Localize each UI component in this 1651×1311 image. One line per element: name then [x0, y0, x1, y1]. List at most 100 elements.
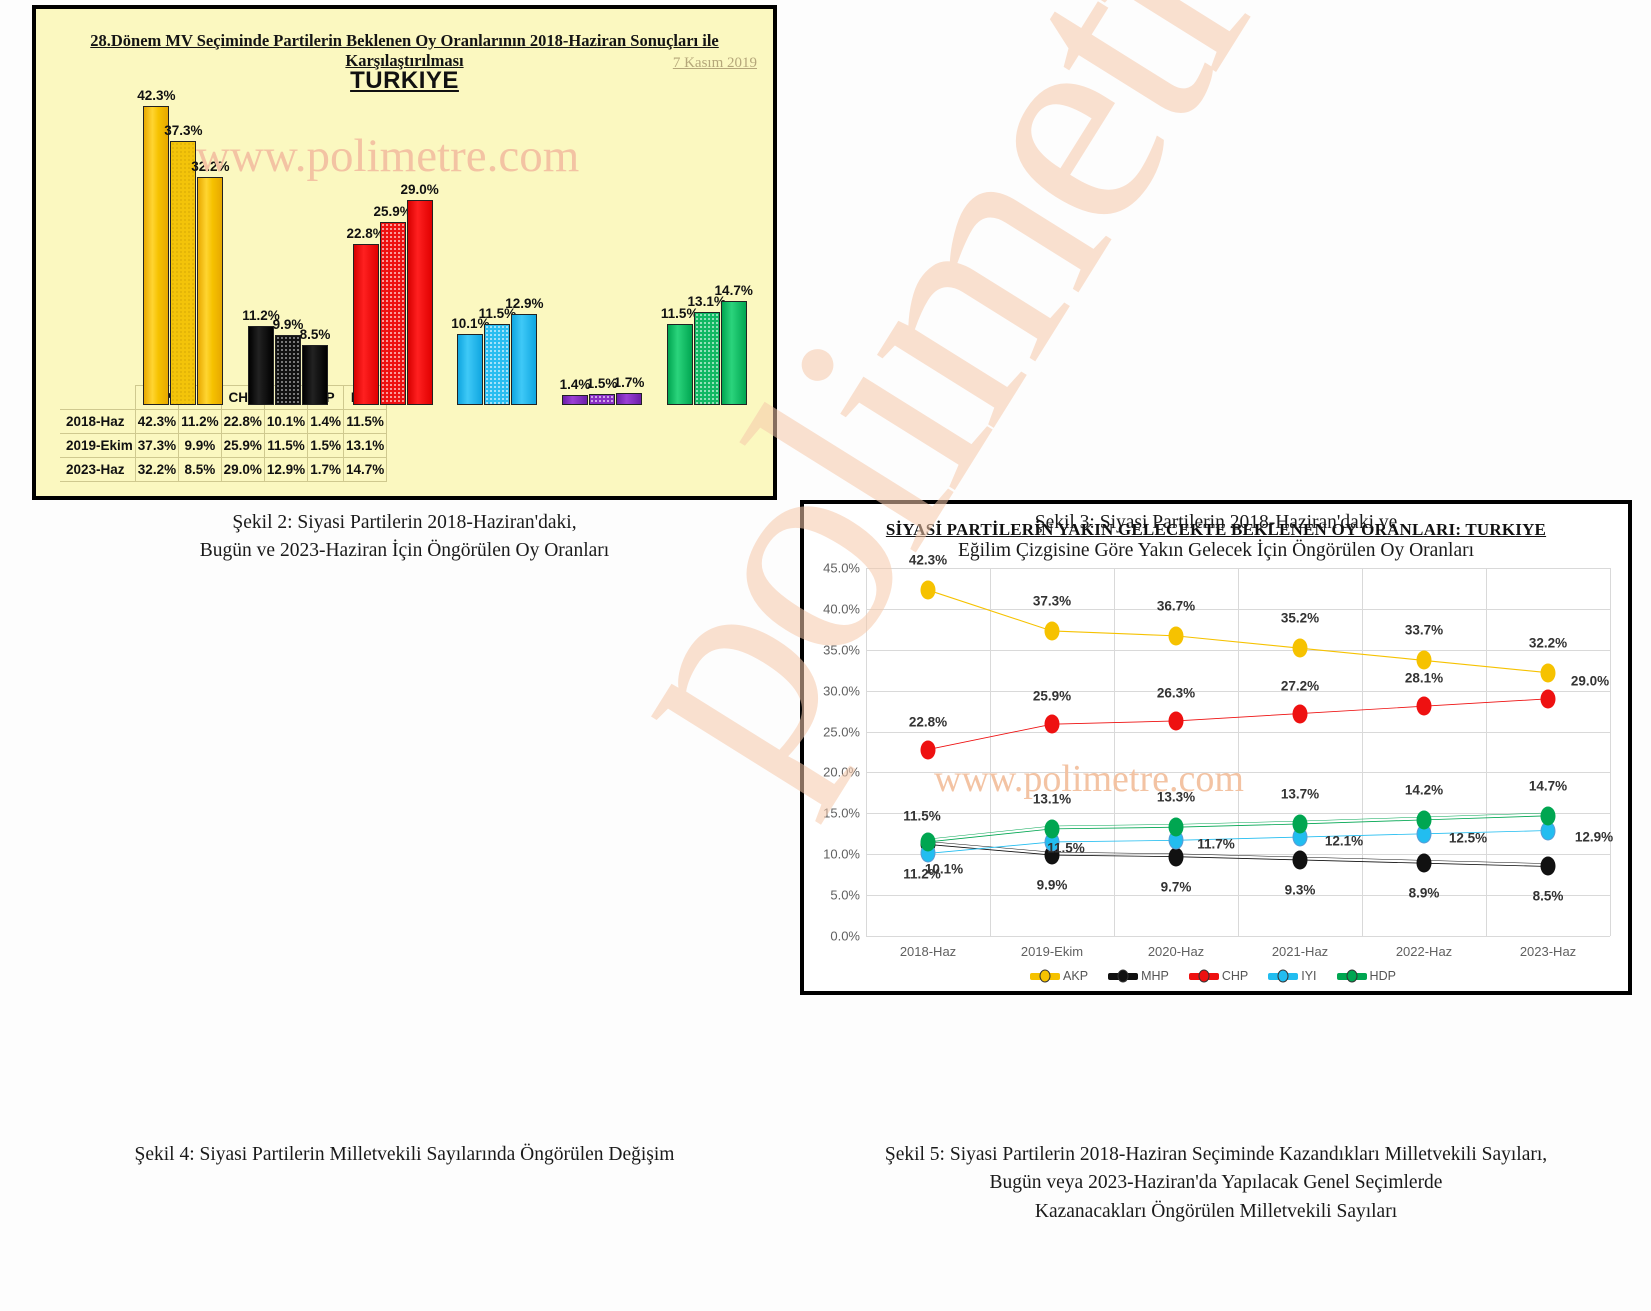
figure-3-line-svg: [866, 568, 1610, 936]
figure-3-data-point-hdp: [1416, 810, 1432, 830]
figure-3-legend-swatch: [1268, 972, 1299, 980]
figure-3-y-tick-label: 45.0%: [823, 560, 860, 576]
figure-2-bar-group-akp: 42.3% 37.3% 32.2%: [131, 87, 236, 405]
figure-3-point-label-chp: 25.9%: [1032, 688, 1072, 704]
figure-3-point-label-chp: 27.2%: [1280, 678, 1320, 694]
figure-3-caption-line1: Şekil 3: Siyasi Partilerin 2018-Haziran'…: [1034, 512, 1398, 533]
figure-3-y-tick-label: 20.0%: [823, 764, 860, 780]
figure-3-point-label-chp: 28.1%: [1404, 670, 1444, 686]
figure-3-vertical-gridline: [1114, 568, 1115, 936]
figure-3-x-tick-label: 2018-Haz: [899, 944, 957, 959]
figure-3-legend-swatch: [1188, 972, 1219, 980]
figure-2-bar-body: [562, 395, 589, 405]
figure-2-bar-body: [484, 323, 511, 405]
figure-2-caption-line2: Bugün ve 2023-Haziran İçin Öngörülen Oy …: [199, 540, 610, 562]
figure-2-bar-body: [457, 333, 484, 405]
figure-3-data-point-hdp: [920, 832, 936, 852]
figure-3-gridline: [866, 936, 1610, 937]
figure-3-point-label-hdp: 13.1%: [1032, 791, 1072, 807]
figure-3-point-label-iyi: 11.5%: [1047, 840, 1085, 856]
figure-2-caption: Şekil 2: Siyasi Partilerin 2018-Haziran'…: [32, 509, 777, 566]
figure-2-bar: 11.5%: [661, 306, 698, 405]
figure-2-bar: 25.9%: [374, 204, 412, 405]
figure-3-legend-swatch: [1030, 972, 1061, 980]
figure-2-table-cell: 8.5%: [178, 457, 222, 482]
figure-3-vertical-gridline: [1362, 568, 1363, 936]
figure-3-point-label-hdp: 11.5%: [903, 808, 941, 824]
figure-2-bar: 29.0%: [401, 182, 439, 405]
figure-2-bar: 1.5%: [587, 376, 617, 405]
figure-3-point-label-hdp: 13.7%: [1280, 786, 1320, 802]
figure-2-bar-label: 11.2%: [242, 307, 280, 323]
figure-2-table-row-header: 2019-Ekim: [60, 433, 136, 458]
figure-2-bar-body: [275, 335, 301, 405]
figure-3-data-point-mhp: [1416, 853, 1432, 873]
figure-2-table-row-header: 2023-Haz: [60, 457, 136, 482]
figure-2-bar-label: 25.9%: [373, 203, 412, 219]
figure-2-bar-body: [302, 344, 328, 405]
figure-3-legend-item-hdp[interactable]: HDP: [1336, 969, 1396, 983]
figure-3-x-tick-label: 2020-Haz: [1147, 944, 1205, 959]
table-corner: [60, 386, 135, 410]
figure-2-bar: 8.5%: [300, 327, 330, 405]
figure-2-bar-label: 32.2%: [191, 159, 230, 175]
figure-2-subtitle: TURKIYE: [350, 67, 459, 94]
figure-2-bar-body: [693, 312, 720, 405]
figure-3-plot-wrap: 0.0% 5.0% 10.0% 15.0% 20.0% 25.0% 30.0% 35.0% 40…: [804, 552, 1622, 987]
figure-2-bar: 12.9%: [505, 296, 543, 405]
figure-3-data-point-hdp: [1044, 819, 1060, 839]
figure-2-caption-line1: Şekil 2: Siyasi Partilerin 2018-Haziran'…: [232, 512, 577, 533]
figure-2-bar-body: [406, 200, 433, 405]
figure-3-data-point-akp: [1540, 663, 1556, 683]
figure-3-data-point-chp: [1292, 704, 1308, 724]
figure-3-chart: SİYASİ PARTİLERİN YAKIN GELECEKTE BEKLEN…: [800, 500, 1632, 995]
figure-2-table-cell: 1.5%: [307, 433, 344, 458]
figure-2-table-cell: 11.2%: [178, 409, 222, 434]
figure-3-legend-swatch: [1108, 972, 1139, 980]
figure-3-data-point-akp: [1292, 638, 1308, 658]
figure-3-data-point-chp: [1416, 696, 1432, 716]
figure-3-legend: AKP MHP CHP IYI HDP: [804, 969, 1622, 983]
figure-2-bar: 11.5%: [479, 306, 516, 405]
figure-3-legend-item-mhp[interactable]: MHP: [1108, 969, 1169, 983]
figure-3-legend-item-iyi[interactable]: IYI: [1268, 969, 1317, 983]
figure-2-bar-body: [352, 243, 379, 405]
figure-5-caption: Şekil 5: Siyasi Partilerin 2018-Haziran …: [800, 1141, 1632, 1226]
figure-2-bar-label: 9.9%: [272, 317, 304, 333]
figure-2-bar-body: [170, 141, 197, 405]
figure-2-table-cell: 1.7%: [307, 457, 344, 482]
figure-3-vertical-gridline: [1486, 568, 1487, 936]
figure-3-data-point-mhp: [1168, 847, 1184, 867]
figure-2-table-cell: 37.3%: [134, 433, 180, 458]
figure-3-legend-label: IYI: [1301, 969, 1317, 983]
figure-3-legend-item-akp[interactable]: AKP: [1030, 969, 1088, 983]
figure-2-plot-area: 42.3% 37.3% 32.2% 11.2% 9.9% 8.5% 22.8% 25.9% 29…: [131, 87, 759, 405]
figure-2-bar-body: [616, 393, 643, 405]
figure-3-y-tick-label: 0.0%: [830, 928, 860, 944]
figure-3-data-point-hdp: [1540, 806, 1556, 826]
figure-2-bar-group-sp: 1.4% 1.5% 1.7%: [550, 87, 655, 405]
figure-3-point-label-hdp: 13.3%: [1156, 789, 1196, 805]
figure-3-y-tick-label: 35.0%: [823, 642, 860, 658]
figure-3-plot-area: 0.0% 5.0% 10.0% 15.0% 20.0% 25.0% 30.0% 35.0% 40…: [823, 553, 1613, 959]
figure-3-series-line-mhp: [928, 844, 1548, 866]
figure-3-legend-item-chp[interactable]: CHP: [1188, 969, 1248, 983]
figure-2-bar: 10.1%: [451, 316, 489, 405]
figure-2-table-cell: 12.9%: [263, 457, 309, 482]
figure-3-data-point-chp: [1168, 711, 1184, 731]
figure-2-bar-group-hdp: 11.5% 13.1% 14.7%: [654, 87, 759, 405]
figure-2-chart: 28.Dönem MV Seçiminde Partilerin Beklene…: [32, 5, 777, 500]
figure-3-point-label-hdp: 14.7%: [1528, 778, 1568, 794]
figure-2-bar-label: 37.3%: [164, 123, 203, 139]
figure-2-bar: 14.7%: [715, 283, 753, 405]
figure-2-bar-body: [248, 325, 274, 405]
figure-3-data-point-akp: [1044, 621, 1060, 641]
figure-5-caption-line1: Şekil 5: Siyasi Partilerin 2018-Haziran …: [884, 1144, 1548, 1165]
figure-2-table-row: 2023-Haz 32.2% 8.5% 29.0% 12.9% 1.7% 14.7%: [60, 457, 388, 482]
figure-2-bar-body: [197, 177, 224, 405]
figure-2-watermark: www.polimetre.com: [196, 130, 580, 182]
figure-2-table-cell: 9.9%: [178, 433, 222, 458]
figure-3-y-tick-label: 25.0%: [823, 724, 860, 740]
figure-3-data-point-mhp: [1540, 856, 1556, 876]
figure-3-caption: Şekil 3: Siyasi Partilerin 2018-Haziran'…: [800, 509, 1632, 566]
